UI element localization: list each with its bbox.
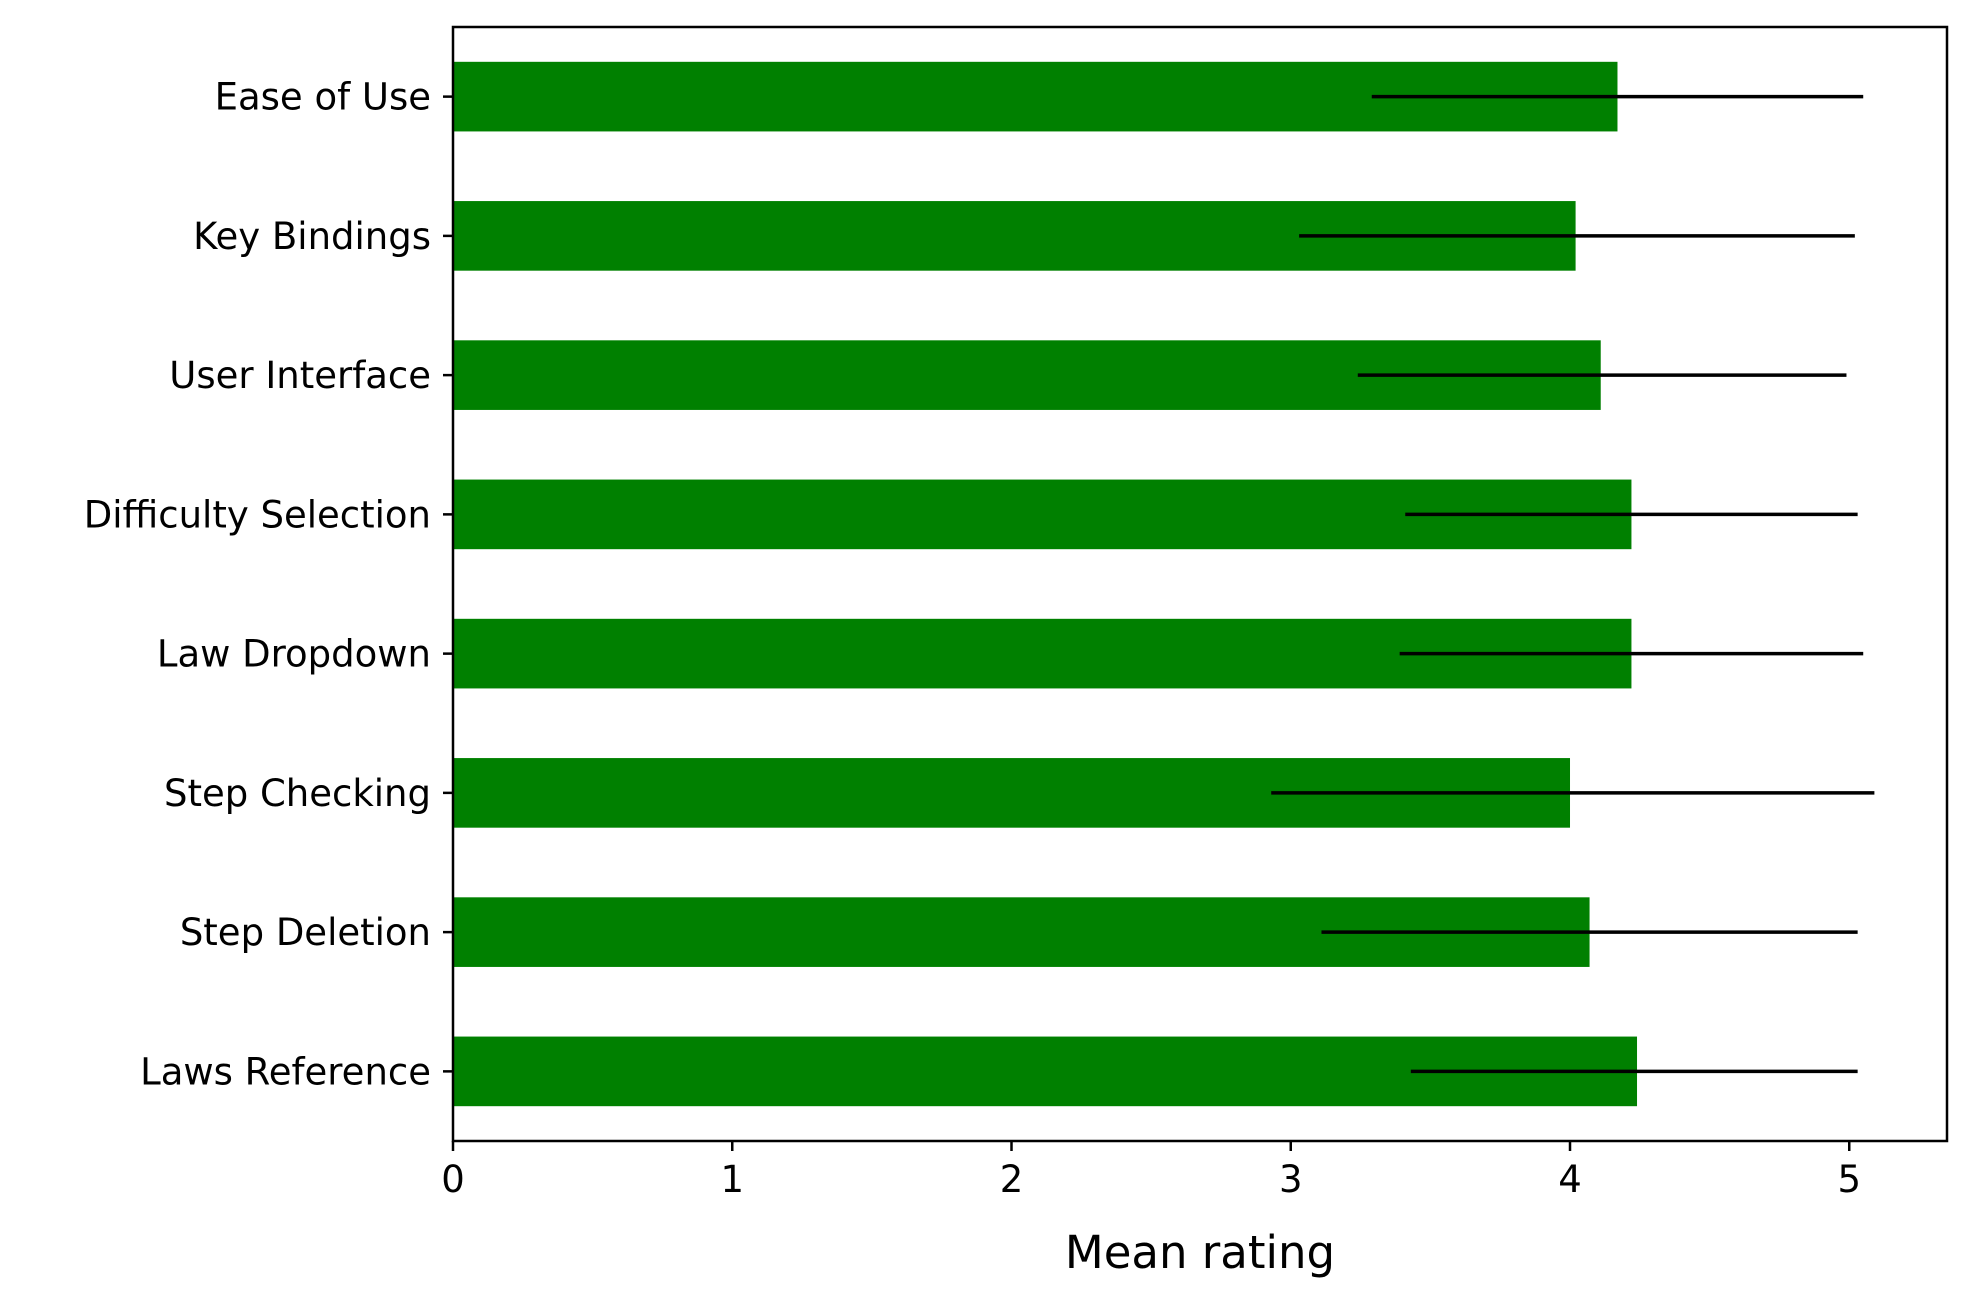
x-tick-label: 1 [720, 1158, 744, 1201]
x-axis-label: Mean rating [1065, 1226, 1335, 1279]
x-tick-label: 0 [441, 1158, 465, 1201]
y-tick-label: Ease of Use [215, 76, 431, 119]
y-tick-label: User Interface [169, 354, 431, 397]
x-axis-ticks: 0 1 2 3 4 5 [441, 1141, 1861, 1201]
plot-frame [451, 25, 1949, 1143]
x-tick-label: 5 [1837, 1158, 1861, 1201]
y-tick-label: Difficulty Selection [84, 493, 431, 536]
bars-group [453, 61, 1638, 1107]
y-tick-label: Key Bindings [193, 215, 431, 258]
x-tick-label: 3 [1279, 1158, 1303, 1201]
error-bars-group [1271, 94, 1875, 1074]
x-tick-label: 2 [1000, 1158, 1024, 1201]
x-tick-label: 4 [1558, 1158, 1582, 1201]
y-tick-label: Step Checking [164, 772, 431, 815]
y-tick-label: Laws Reference [140, 1050, 431, 1093]
y-tick-label: Step Deletion [180, 911, 431, 954]
y-axis-ticks: Ease of Use Key Bindings User Interface Dif… [84, 76, 453, 1093]
y-tick-label: Law Dropdown [157, 633, 431, 676]
